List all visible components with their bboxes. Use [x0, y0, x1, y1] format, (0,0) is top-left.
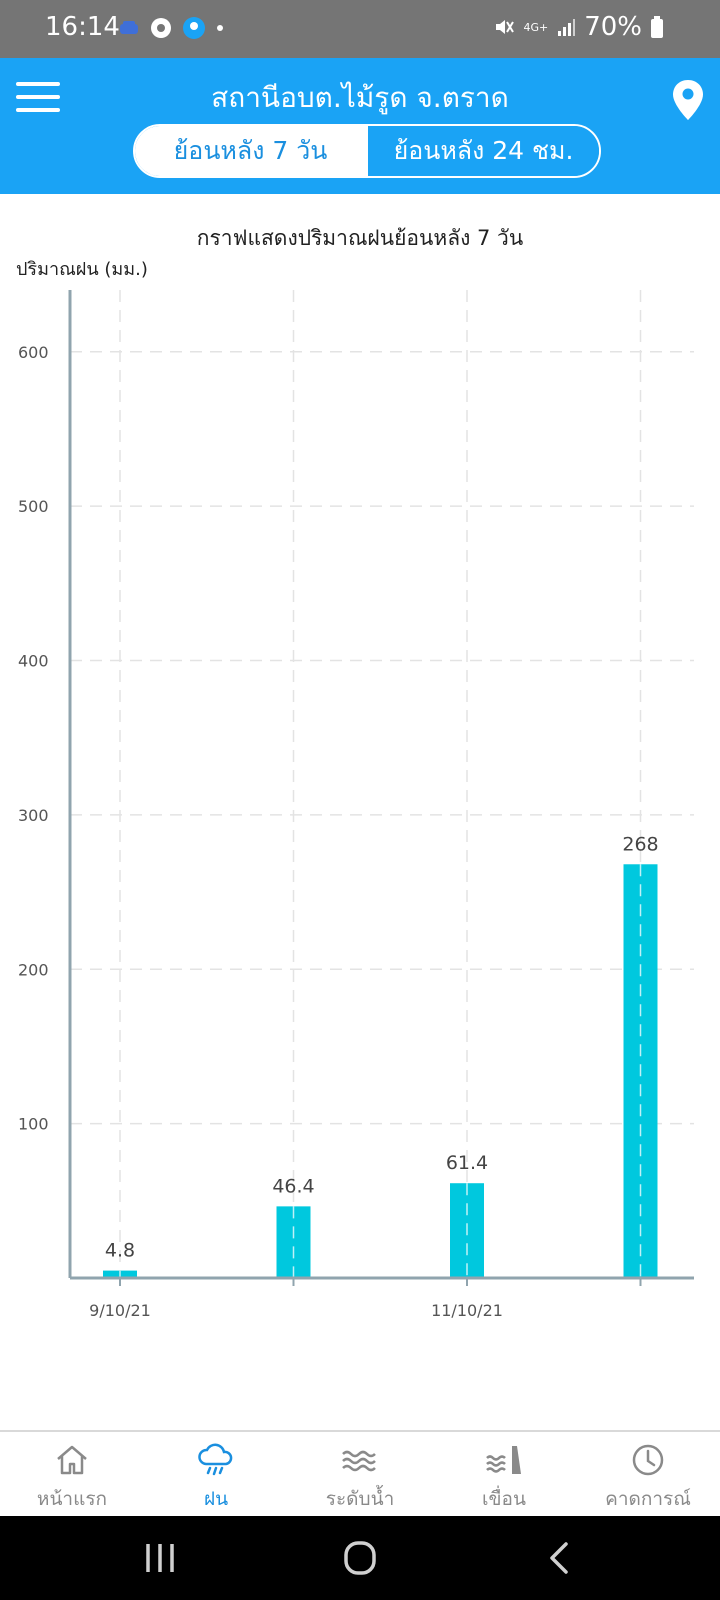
nav-home-label: หน้าแรก [36, 1488, 108, 1510]
bar-value-label: 61.4 [446, 1152, 488, 1174]
x-tick-label: 11/10/21 [431, 1301, 503, 1320]
recent-apps-icon[interactable] [130, 1536, 190, 1580]
signal-icon [558, 19, 576, 36]
nav-rain-label: ฝน [203, 1488, 229, 1510]
nav-home[interactable]: หน้าแรก [0, 1432, 144, 1518]
bar-value-label: 46.4 [272, 1175, 314, 1197]
nav-forecast[interactable]: คาดการณ์ [576, 1432, 720, 1518]
app-header: สถานีอบต.ไม้รูด จ.ตราด ย้อนหลัง 7 วัน ย้… [0, 58, 720, 194]
y-tick-label: 300 [18, 806, 49, 825]
weather-app-icon [183, 17, 205, 39]
nav-dam[interactable]: เขื่อน [432, 1432, 576, 1518]
nav-water-level-label: ระดับน้ำ [325, 1488, 395, 1510]
home-button-icon[interactable] [330, 1536, 390, 1580]
clock-icon [632, 1444, 664, 1476]
bar-value-label: 4.8 [105, 1240, 135, 1262]
station-title: สถานีอบต.ไม้รูด จ.ตราด [211, 81, 509, 114]
x-tick-label: 9/10/21 [89, 1301, 151, 1320]
y-tick-label: 500 [18, 497, 49, 516]
mute-icon [496, 20, 515, 34]
more-notifications-dot-icon [217, 25, 223, 31]
tab-7-days[interactable]: ย้อนหลัง 7 วัน [135, 126, 366, 176]
chrome-icon [151, 18, 171, 38]
period-toggle: ย้อนหลัง 7 วัน ย้อนหลัง 24 ชม. [133, 124, 601, 178]
water-waves-icon [342, 1450, 376, 1472]
hamburger-menu-icon[interactable] [16, 82, 60, 122]
status-bar: 16:14 4G+ 70% [0, 0, 720, 58]
car-notification-icon [120, 21, 138, 34]
y-tick-label: 400 [18, 652, 49, 671]
y-tick-label: 100 [18, 1115, 49, 1134]
system-status-icons: 4G+ 70% [493, 12, 664, 42]
system-navigation-bar [0, 1516, 720, 1600]
map-pin-icon[interactable] [670, 78, 706, 122]
rain-cloud-icon [198, 1443, 233, 1476]
home-icon [57, 1445, 87, 1475]
bottom-navigation: หน้าแรก ฝน ระดับน้ำ เขื่อน คาดการณ์ [0, 1430, 720, 1518]
back-icon[interactable] [530, 1536, 590, 1580]
y-tick-label: 600 [18, 343, 49, 362]
status-time: 16:14 [45, 12, 120, 42]
battery-percent: 70% [584, 12, 642, 42]
rainfall-bar-chart: 1002003004005006004.846.461.4268602129.8… [18, 290, 694, 1320]
nav-water-level[interactable]: ระดับน้ำ [288, 1432, 432, 1518]
nav-forecast-label: คาดการณ์ [605, 1488, 691, 1510]
network-type: 4G+ [523, 20, 549, 34]
chart-title: กราฟแสดงปริมาณฝนย้อนหลัง 7 วัน [196, 226, 524, 250]
nav-rain[interactable]: ฝน [144, 1432, 288, 1518]
y-tick-label: 200 [18, 960, 49, 979]
nav-dam-label: เขื่อน [482, 1488, 526, 1510]
dam-icon [486, 1446, 521, 1474]
battery-icon [651, 16, 663, 38]
notification-icons [118, 16, 224, 40]
y-axis-label: ปริมาณฝน (มม.) [16, 259, 148, 280]
tab-24-hours[interactable]: ย้อนหลัง 24 ชม. [366, 126, 599, 176]
bar-value-label: 268 [622, 833, 658, 855]
